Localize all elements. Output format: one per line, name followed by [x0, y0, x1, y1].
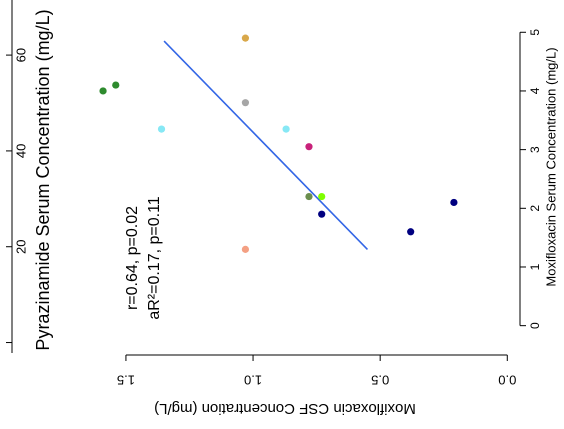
correlation-annotation: r=0.64, p=0.02	[124, 206, 141, 310]
data-point	[282, 125, 290, 133]
y-axis-left: 20 40 60	[6, 0, 28, 353]
x-tick-label: 0.0	[498, 373, 516, 388]
data-point	[241, 99, 250, 107]
y-right-tick-label: 5	[528, 29, 542, 36]
data-point	[241, 34, 250, 42]
data-point	[157, 125, 166, 133]
y-right-tick-label: 3	[528, 146, 542, 153]
data-point	[318, 192, 326, 201]
data-point	[305, 192, 313, 201]
data-point	[407, 228, 415, 236]
x-axis-label: Moxifloxacin CSF Concentration (mg/L)	[154, 400, 416, 417]
x-tick-label: 0.5	[371, 373, 389, 388]
y-axis-right-label: Moxifloxacin Serum Concentration (mg/L)	[543, 47, 558, 286]
y-left-tick-label: 40	[13, 144, 28, 158]
y-left-tick-label: 60	[13, 48, 28, 62]
y-right-tick-label: 4	[528, 87, 542, 94]
regression-annotation: aR²=0.17, p=0.11	[146, 196, 163, 319]
y-axis-left-label: Pyrazinamide Serum Concentration (mg/L)	[33, 9, 53, 350]
y-right-tick-label: 1	[528, 263, 542, 270]
x-tick-label: 1.0	[244, 373, 262, 388]
data-points	[99, 34, 458, 253]
data-point	[305, 143, 313, 151]
y-right-tick-label: 0	[528, 322, 542, 329]
data-point	[112, 81, 120, 89]
data-point	[241, 245, 250, 253]
y-left-tick-label: 20	[13, 239, 28, 253]
y-axis-right: 0 1 2 3 4 5	[519, 29, 542, 329]
x-tick-label: 1.5	[117, 373, 135, 388]
data-point	[99, 87, 107, 95]
x-axis: 0.0 0.5 1.0 1.5	[117, 354, 516, 388]
y-right-tick-label: 2	[528, 205, 542, 212]
data-point	[450, 198, 458, 207]
regression-line	[163, 40, 369, 250]
fit-line	[163, 40, 369, 250]
data-point	[318, 210, 326, 218]
